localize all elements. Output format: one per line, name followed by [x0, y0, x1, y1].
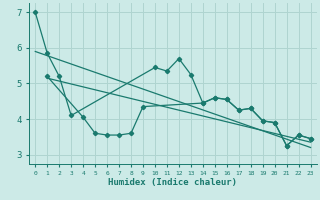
X-axis label: Humidex (Indice chaleur): Humidex (Indice chaleur)	[108, 178, 237, 187]
